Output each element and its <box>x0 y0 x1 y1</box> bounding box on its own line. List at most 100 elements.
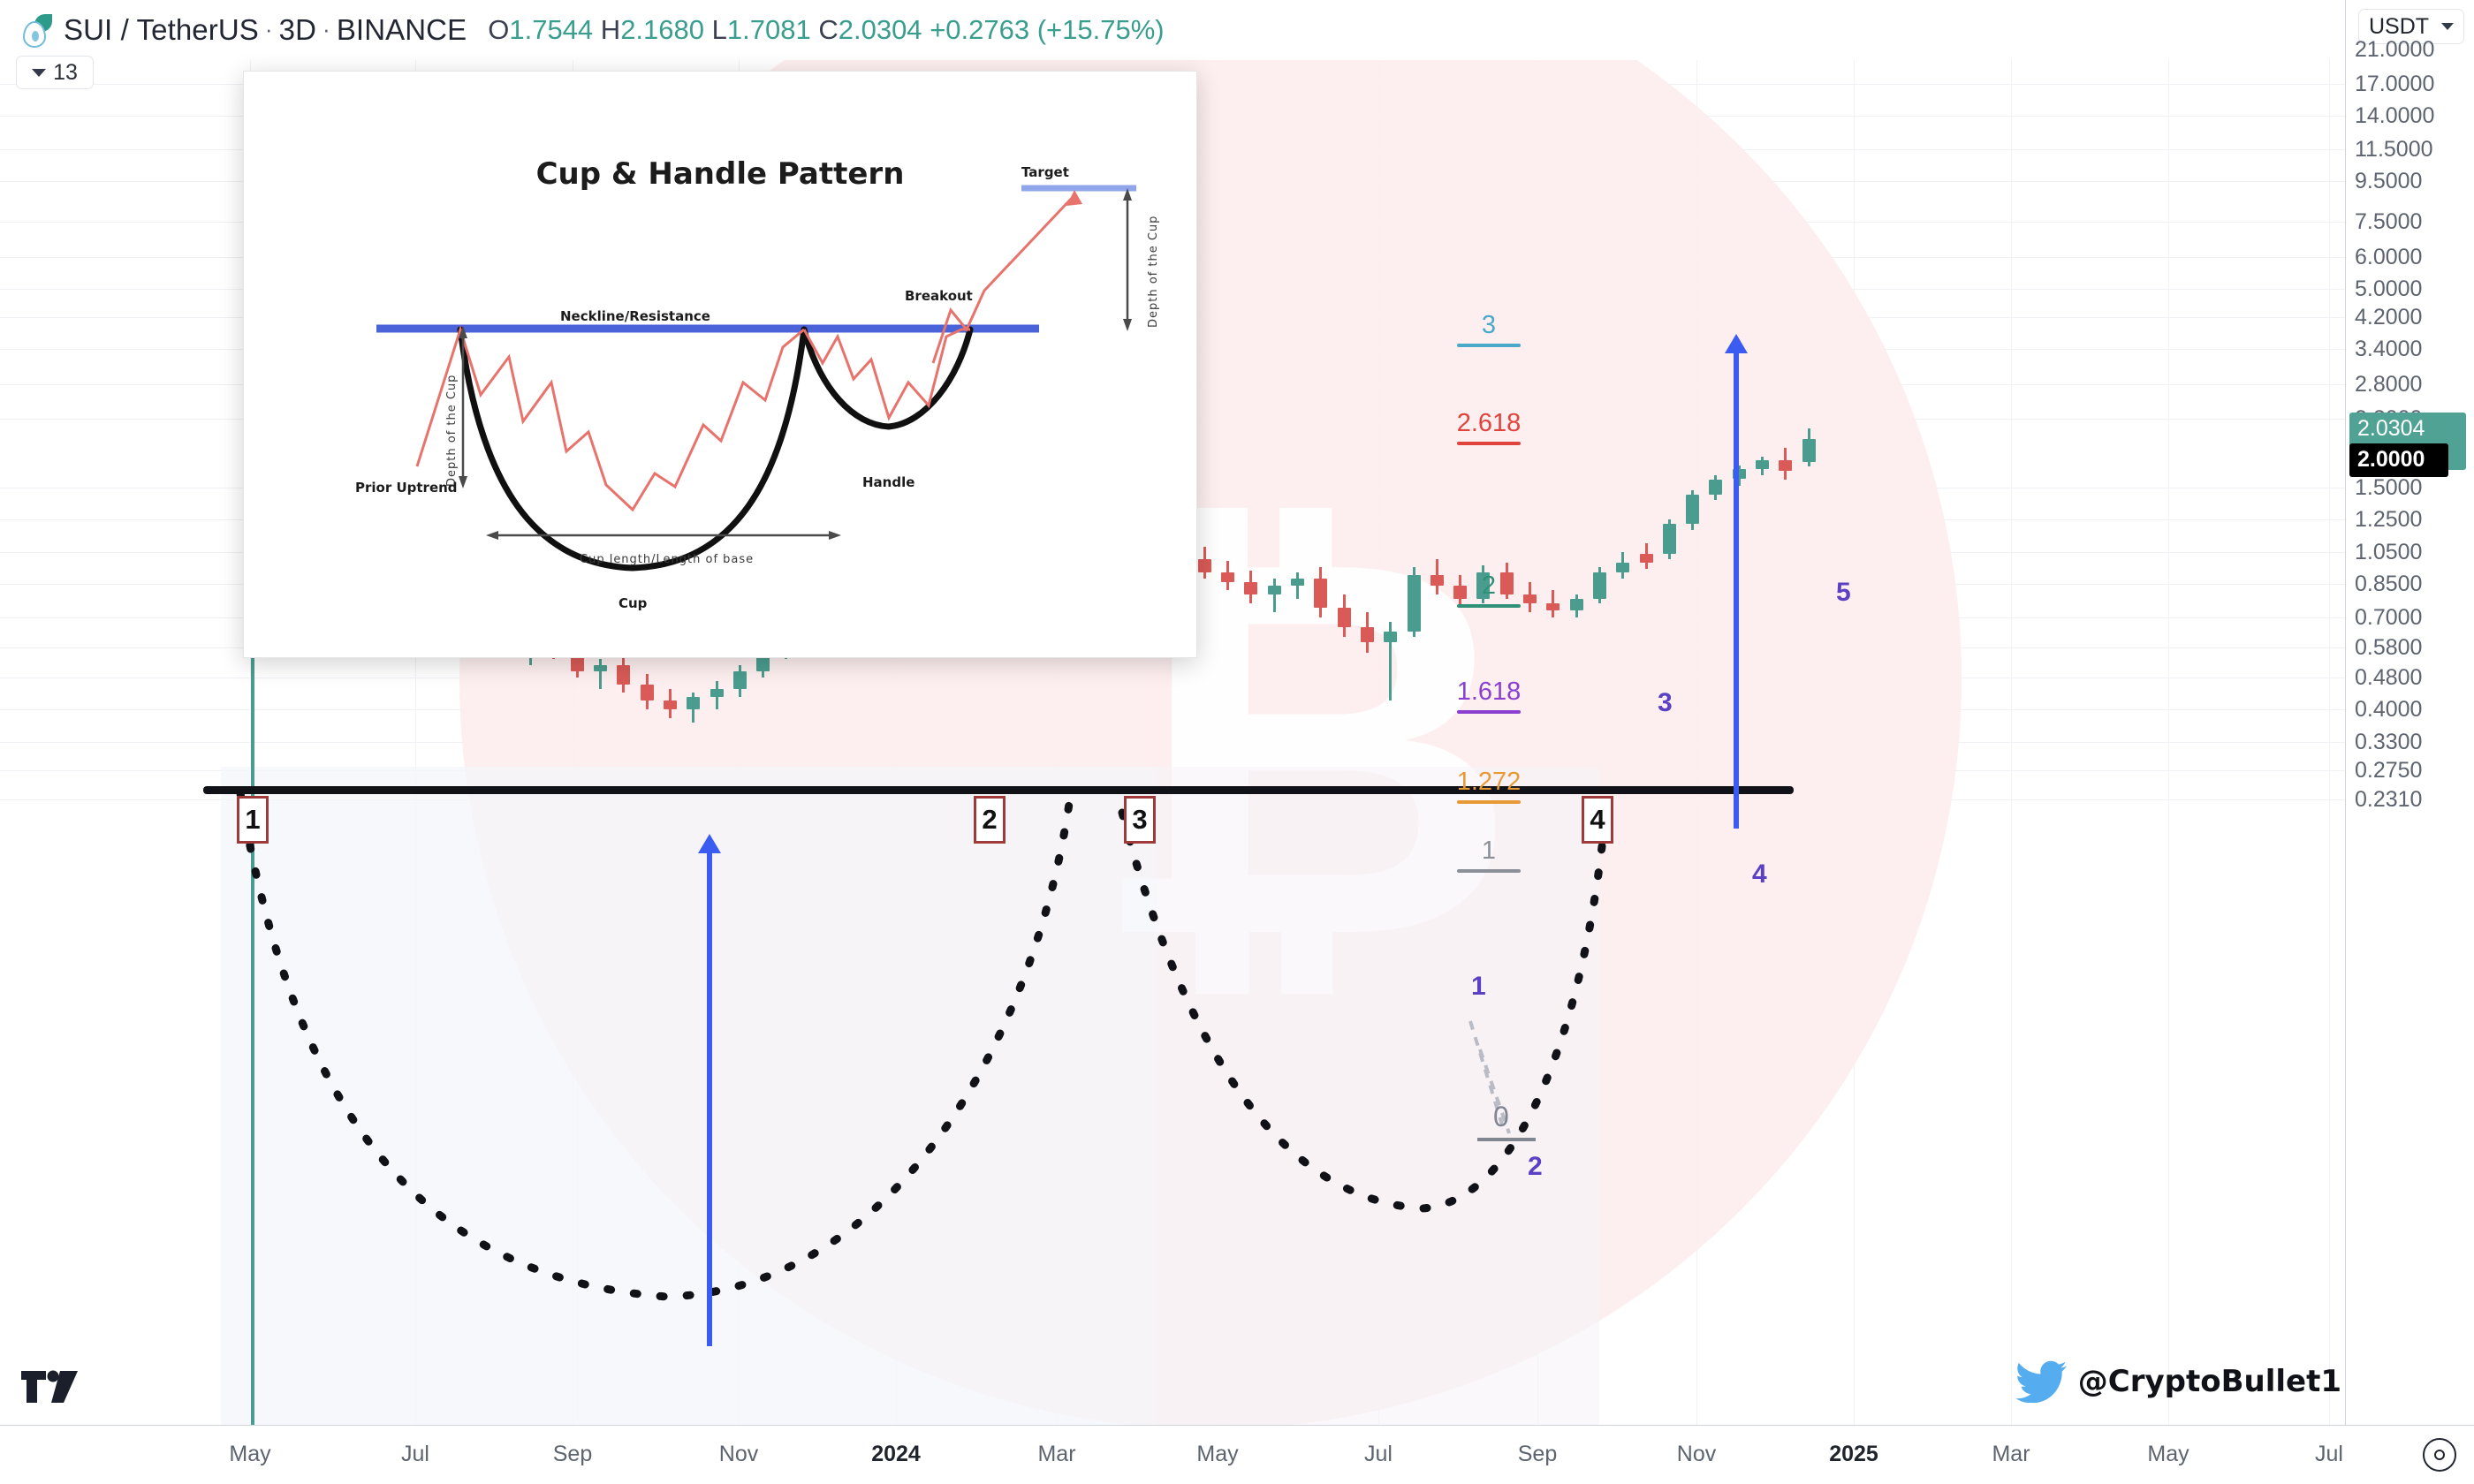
fib-level-1272-bar <box>1457 800 1521 804</box>
candlestick <box>687 693 701 723</box>
time-tick-sep: Sep <box>552 1442 593 1466</box>
candlestick <box>640 674 654 709</box>
fib-level-3-bar <box>1457 344 1521 347</box>
timezone-clock-button[interactable] <box>2423 1438 2456 1472</box>
cup-pattern-title: Cup & Handle Pattern <box>535 156 905 192</box>
candlestick <box>1221 561 1235 591</box>
price-tick-17: 0.5800 <box>2355 635 2423 660</box>
interval-badge-label: 13 <box>53 59 78 85</box>
time-tick-mar: Mar <box>1037 1442 1076 1466</box>
price-tick-13: 1.2500 <box>2355 507 2423 532</box>
blue-arrow-projection[interactable] <box>1725 334 1748 829</box>
elliott-wave-1: 1 <box>1471 972 1486 1001</box>
fib-level-2618-bar <box>1457 442 1521 445</box>
price-tick-3: 11.5000 <box>2355 137 2433 162</box>
cup-and-handle-reference-image[interactable]: Cup & Handle Pattern <box>243 71 1197 658</box>
tradingview-logo[interactable] <box>19 1367 81 1406</box>
fib-level-3[interactable]: 3 <box>1431 312 1546 347</box>
candlestick <box>1592 567 1606 603</box>
time-tick-mar: Mar <box>1992 1442 2030 1466</box>
price-tick-18: 0.4800 <box>2355 665 2423 690</box>
time-axis[interactable]: May Jul Sep Nov 2024 Mar May Jul Sep Nov 2025 Mar Ma… <box>0 1425 2474 1484</box>
chart-header-toolbar: SUI / TetherUS · 3D · BINANCE O1.7544 H2.168… <box>0 0 2474 60</box>
chevron-down-icon <box>32 68 47 77</box>
currency-label: USDT <box>2369 13 2430 39</box>
time-tick-jul: Jul <box>2315 1442 2343 1466</box>
fib-level-2618[interactable]: 2.618 <box>1431 410 1546 445</box>
candlestick <box>1756 456 1769 475</box>
candlestick <box>710 681 724 709</box>
candlestick <box>1523 582 1537 613</box>
elliott-wave-5: 5 <box>1836 578 1851 607</box>
candlestick <box>1407 567 1421 637</box>
open-key: O <box>488 14 510 45</box>
twitter-handle: @CryptoBullet1 <box>2077 1364 2341 1399</box>
candlestick <box>1546 590 1560 617</box>
time-tick-2025: 2025 <box>1829 1442 1878 1466</box>
resistance-marker-2[interactable]: 2 <box>974 796 1006 844</box>
candlestick <box>1476 565 1491 603</box>
price-tick-21: 0.2750 <box>2355 758 2423 783</box>
interval-badge[interactable]: 13 <box>16 56 94 89</box>
fib-level-1272[interactable]: 1.272 <box>1431 768 1546 804</box>
round-price-badge: 2.0000 <box>2349 443 2448 477</box>
time-tick-jul: Jul <box>401 1442 429 1466</box>
candlestick <box>1314 567 1328 617</box>
close-value: 2.0304 <box>838 14 922 45</box>
elliott-wave-2: 2 <box>1528 1152 1543 1181</box>
candlestick <box>1499 562 1514 599</box>
fib-level-2[interactable]: 2 <box>1431 572 1546 608</box>
resistance-marker-1[interactable]: 1 <box>237 796 269 844</box>
candlestick <box>594 658 607 689</box>
chart-plot-area[interactable]: ₿ 1 2 3 4 <box>0 60 2345 1425</box>
candlestick <box>1779 447 1793 480</box>
candlestick <box>1686 489 1700 531</box>
cup-label-handle: Handle <box>862 474 915 490</box>
price-tick-19: 0.4000 <box>2355 697 2423 722</box>
cup-one-shaded-zone <box>221 767 1157 1425</box>
resistance-marker-4[interactable]: 4 <box>1582 796 1613 844</box>
high-value: 2.1680 <box>620 14 705 45</box>
header-separator-1: · <box>264 16 273 42</box>
price-tick-14: 1.0500 <box>2355 540 2423 564</box>
price-tick-7: 5.0000 <box>2355 276 2423 301</box>
fib-level-1618[interactable]: 1.618 <box>1431 678 1546 714</box>
fib-level-1618-bar <box>1457 710 1521 714</box>
price-tick-0: 21.0000 <box>2355 37 2435 62</box>
fib-level-1[interactable]: 1 <box>1431 837 1546 873</box>
exchange-label[interactable]: BINANCE <box>336 13 467 46</box>
gridline-v-1 <box>415 60 416 1425</box>
interval-label[interactable]: 3D <box>278 13 317 46</box>
cup-label-cup-length: Cup length/Length of base <box>580 553 755 566</box>
symbol-title[interactable]: SUI / TetherUS · 3D · BINANCE <box>64 13 467 47</box>
gridline-v-11 <box>2011 60 2012 1425</box>
price-tick-8: 4.2000 <box>2355 305 2423 329</box>
cup-label-cup: Cup <box>618 595 648 611</box>
ohlc-readout: O1.7544 H2.1680 L1.7081 C2.0304 +0.2763 … <box>488 14 1164 46</box>
last-price-value: 2.0304 <box>2357 415 2425 441</box>
candlestick <box>1802 428 1816 467</box>
resistance-marker-3[interactable]: 3 <box>1124 796 1156 844</box>
currency-selector[interactable]: USDT <box>2358 9 2464 44</box>
change-absolute: +0.2763 <box>930 14 1030 45</box>
elliott-wave-0: 0 <box>1493 1101 1509 1132</box>
candlestick <box>1709 474 1723 500</box>
resistance-trendline[interactable] <box>203 786 1794 794</box>
candlestick <box>1197 547 1211 579</box>
cup-label-prior-uptrend: Prior Uptrend <box>355 480 458 496</box>
cup-label-target: Target <box>1021 164 1069 180</box>
elliott-wave-3: 3 <box>1658 688 1673 717</box>
fib-level-2618-label: 2.618 <box>1456 409 1522 437</box>
price-axis[interactable]: USDT 21.0000 17.0000 14.0000 11.5000 9.5000 7… <box>2345 0 2474 1425</box>
time-tick-may: May <box>2147 1442 2189 1466</box>
price-tick-2: 14.0000 <box>2355 103 2435 128</box>
time-tick-may: May <box>1196 1442 1239 1466</box>
blue-arrow-cup-one[interactable] <box>698 834 721 1346</box>
change-percent: (+15.75%) <box>1036 14 1165 45</box>
symbol-name[interactable]: SUI / TetherUS <box>64 13 259 46</box>
sui-token-icon <box>19 12 55 48</box>
candlestick <box>732 664 747 697</box>
fib-level-1618-label: 1.618 <box>1456 678 1522 706</box>
time-tick-nov: Nov <box>718 1442 759 1466</box>
